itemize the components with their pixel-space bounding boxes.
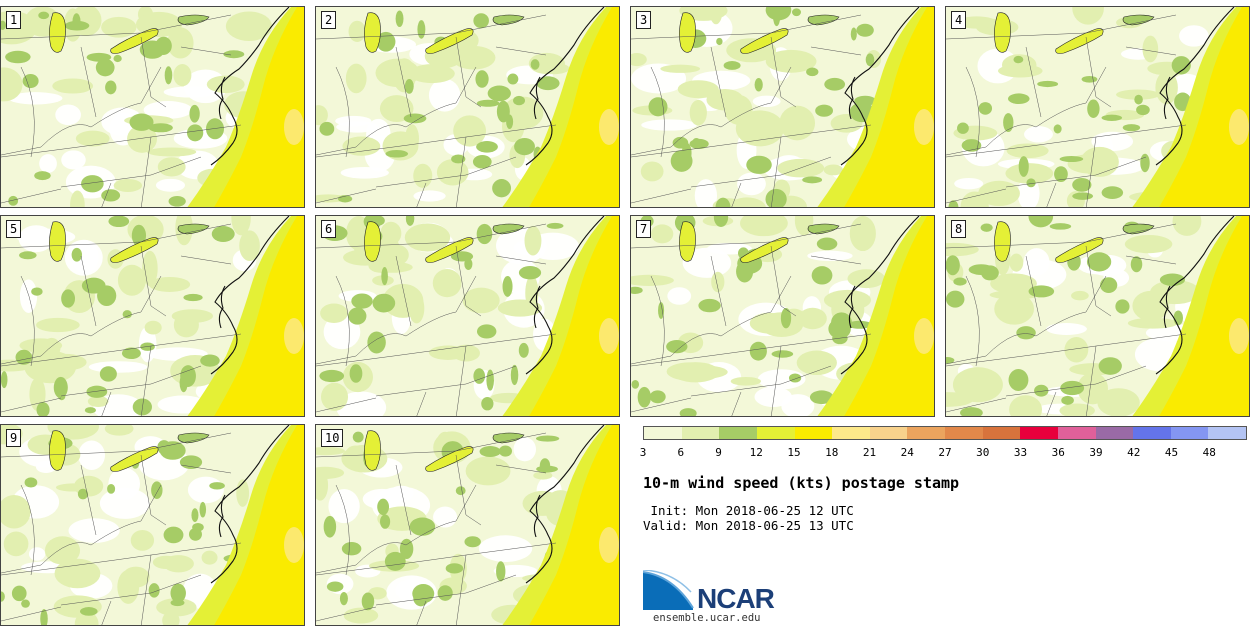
wind-speed-map: [316, 7, 619, 207]
ncar-logo-icon: [643, 570, 694, 610]
colorbar-swatch: [945, 427, 983, 439]
figure-title: 10-m wind speed (kts) postage stamp: [643, 474, 960, 492]
logo-url: ensemble.ucar.edu: [653, 612, 761, 624]
wind-speed-map: [946, 216, 1249, 416]
wind-speed-map: [1, 425, 304, 625]
wind-speed-colorbar: [643, 426, 1247, 440]
wind-speed-map: [946, 7, 1249, 207]
member-number: 9: [6, 429, 22, 447]
member-map-panel: 2: [315, 6, 620, 208]
wind-speed-map: [631, 216, 934, 416]
member-map-panel: 6: [315, 215, 620, 417]
colorbar-tick: 39: [1089, 446, 1103, 459]
member-number: 5: [6, 220, 22, 238]
member-map-panel: 3: [630, 6, 935, 208]
member-map-panel: 4: [945, 6, 1250, 208]
colorbar-tick: 36: [1051, 446, 1065, 459]
colorbar-swatch: [869, 427, 908, 439]
colorbar-swatch: [832, 427, 870, 439]
member-map-panel: 9: [0, 424, 305, 626]
colorbar-swatch: [681, 427, 720, 439]
colorbar-swatch: [1170, 427, 1209, 439]
member-map-panel: 5: [0, 215, 305, 417]
colorbar-tick: 9: [715, 446, 722, 459]
colorbar-tick: 15: [787, 446, 801, 459]
colorbar-swatch: [794, 427, 833, 439]
colorbar-tick-labels: 3 6 9 12 15 18 21 24 27 30 33 36 39 42 45 48: [639, 446, 1247, 460]
colorbar-tick: 24: [900, 446, 914, 459]
member-number: 1: [6, 11, 22, 29]
colorbar-tick: 21: [862, 446, 877, 459]
colorbar-tick: 6: [677, 446, 685, 459]
member-number: 10: [321, 429, 344, 447]
init-time: Init: Mon 2018-06-25 12 UTC: [643, 503, 854, 518]
member-map-panel: 7: [630, 215, 935, 417]
colorbar-swatch: [907, 427, 945, 439]
colorbar-tick: 30: [976, 446, 990, 459]
colorbar-swatch: [1095, 427, 1134, 439]
colorbar-tick: 48: [1202, 446, 1216, 459]
colorbar-tick: 27: [938, 446, 952, 459]
colorbar-swatch: [1020, 427, 1058, 439]
colorbar-swatch: [1208, 427, 1246, 439]
colorbar-swatch: [719, 427, 757, 439]
member-map-panel: 1: [0, 6, 305, 208]
valid-time: Valid: Mon 2018-06-25 13 UTC: [643, 518, 854, 533]
colorbar-swatch: [1057, 427, 1096, 439]
wind-speed-map: [316, 216, 619, 416]
ncar-logo-text: NCAR: [697, 583, 775, 614]
colorbar-swatch: [1133, 427, 1171, 439]
member-map-panel: 10: [315, 424, 620, 626]
colorbar-tick: 3: [639, 446, 647, 459]
colorbar-tick: 18: [825, 446, 839, 459]
colorbar-swatch: [756, 427, 795, 439]
colorbar-tick: 12: [749, 446, 763, 459]
colorbar-swatch: [644, 427, 682, 439]
wind-speed-map: [1, 216, 304, 416]
member-number: 6: [321, 220, 337, 238]
member-number: 3: [636, 11, 652, 29]
colorbar-tick: 42: [1127, 446, 1141, 459]
member-number: 8: [951, 220, 967, 238]
colorbar-swatch: [982, 427, 1021, 439]
wind-speed-map: [316, 425, 619, 625]
member-number: 4: [951, 11, 967, 29]
member-map-panel: 8: [945, 215, 1250, 417]
colorbar-tick: 45: [1164, 446, 1179, 459]
colorbar-tick: 33: [1013, 446, 1028, 459]
member-number: 7: [636, 220, 652, 238]
wind-speed-map: [1, 7, 304, 207]
member-number: 2: [321, 11, 337, 29]
wind-speed-map: [631, 7, 934, 207]
